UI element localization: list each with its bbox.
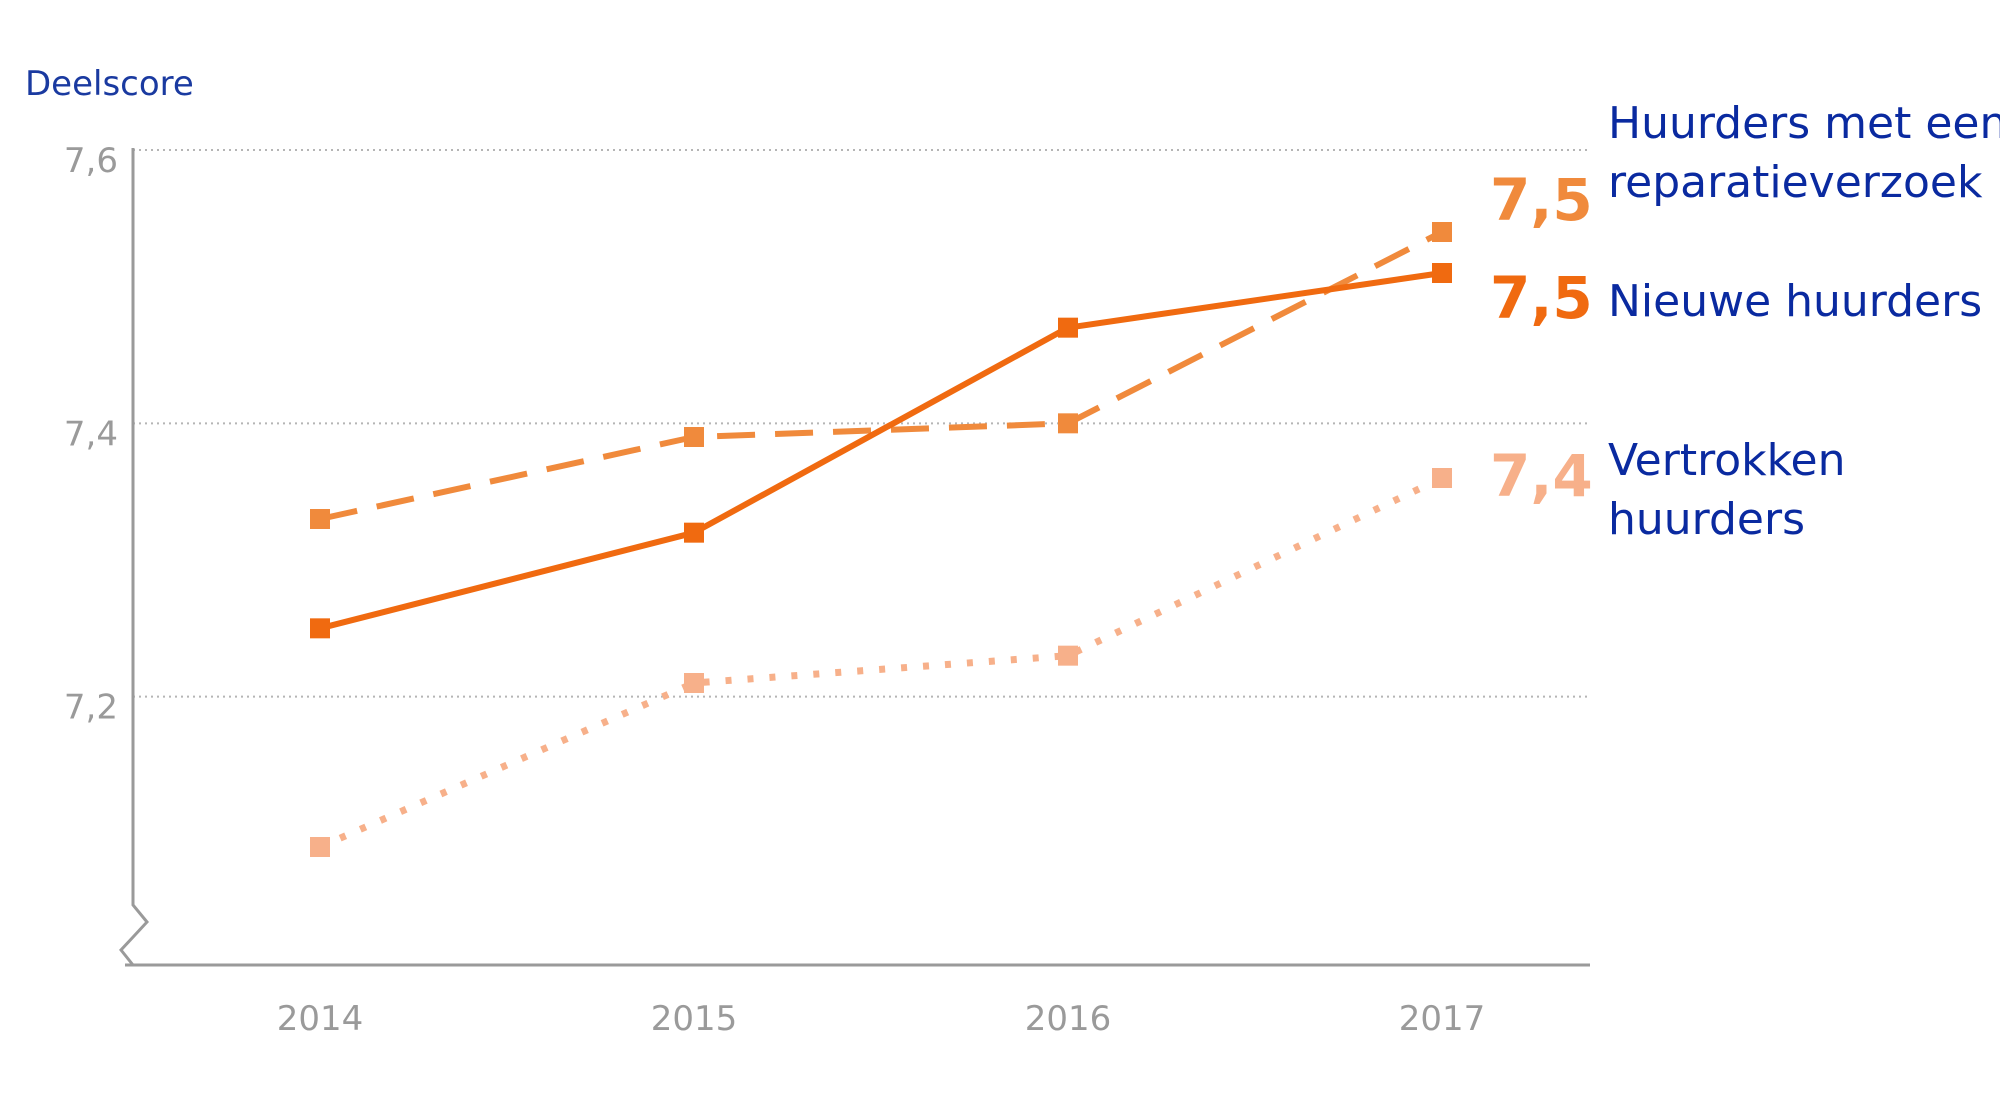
data-point — [1058, 413, 1078, 434]
y-tick-label: 7,4 — [64, 414, 118, 454]
series-name-label: huurders — [1608, 494, 1805, 545]
x-tick-label: 2014 — [277, 999, 364, 1039]
end-value-label: 7,5 — [1490, 264, 1593, 332]
series-name-label: Nieuwe huurders — [1608, 276, 1982, 327]
data-point — [1432, 468, 1452, 488]
series-name-label: Huurders met een — [1608, 98, 2000, 149]
data-point — [1058, 645, 1078, 666]
series-name-label: Vertrokken — [1608, 435, 1846, 486]
series-line — [319, 270, 1443, 632]
y-axis-label: Deelscore — [25, 64, 194, 104]
data-point — [684, 673, 704, 693]
x-tick-label: 2015 — [651, 999, 738, 1039]
data-point — [684, 522, 704, 543]
data-point — [1432, 222, 1452, 242]
series-name-label: reparatieverzoek — [1608, 157, 1983, 208]
y-tick-label: 7,6 — [64, 141, 118, 181]
x-tick-label: 2017 — [1399, 999, 1486, 1039]
y-axis — [119, 148, 149, 966]
series-line — [318, 474, 1444, 851]
x-tick-label: 2016 — [1025, 999, 1112, 1039]
data-point — [1058, 317, 1078, 338]
data-point — [684, 427, 704, 447]
end-value-label: 7,5 — [1490, 166, 1593, 234]
series-line — [319, 229, 1444, 522]
data-point — [310, 618, 330, 639]
data-point — [1432, 263, 1452, 283]
end-value-label: 7,4 — [1490, 442, 1593, 510]
data-point — [310, 837, 330, 857]
data-point — [310, 509, 330, 529]
y-tick-label: 7,2 — [64, 688, 118, 728]
